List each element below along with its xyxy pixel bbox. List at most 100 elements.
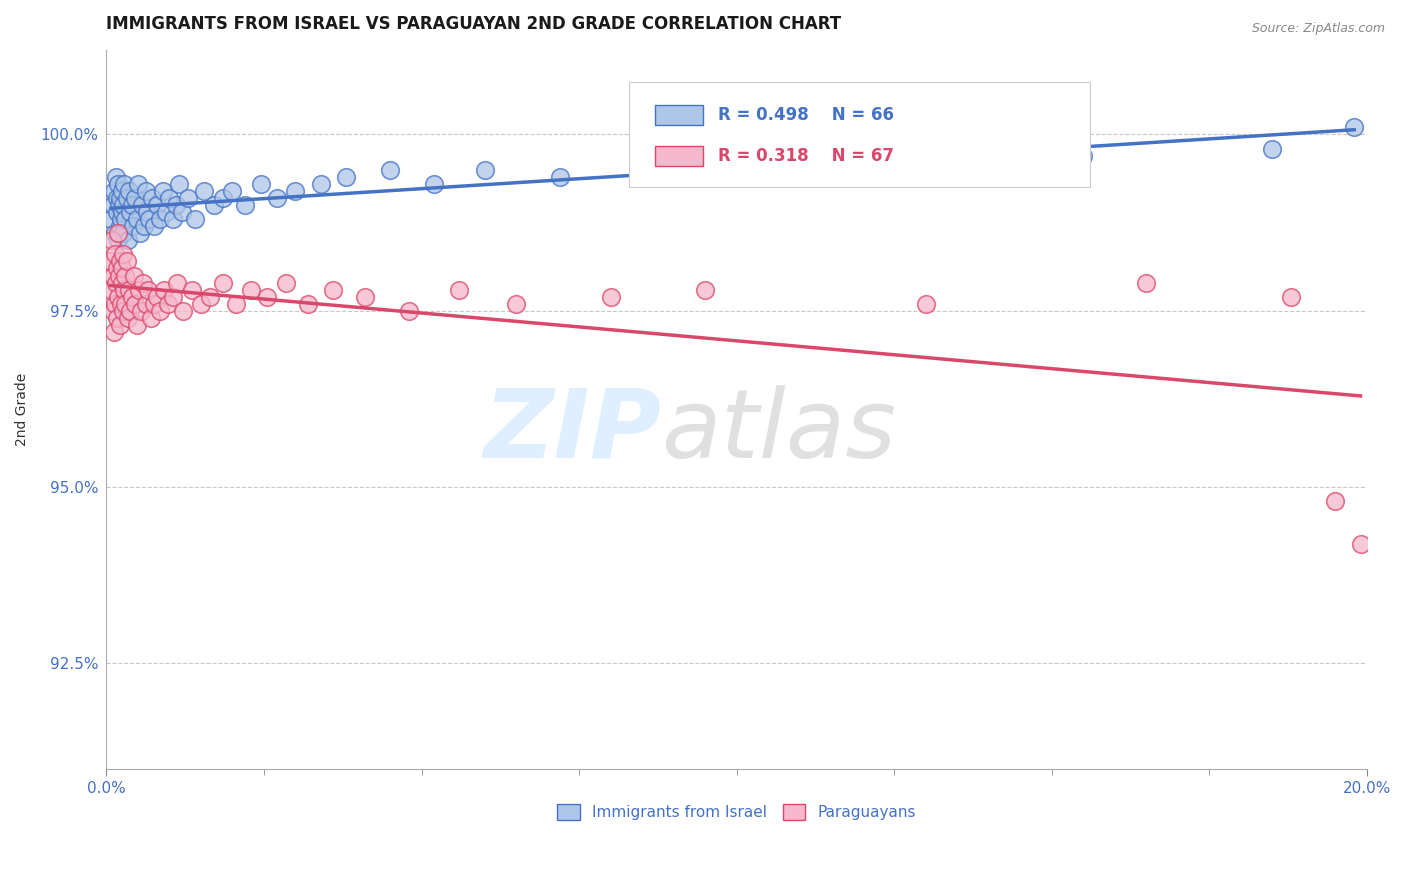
Point bbox=[124, 191, 146, 205]
Point bbox=[122, 268, 145, 283]
Point bbox=[353, 290, 375, 304]
Point bbox=[105, 205, 128, 219]
Point bbox=[122, 219, 145, 234]
Point bbox=[114, 297, 136, 311]
Point bbox=[134, 184, 156, 198]
Point bbox=[146, 198, 169, 212]
Point bbox=[101, 198, 124, 212]
Bar bbox=[655, 146, 703, 167]
Point bbox=[104, 297, 127, 311]
Point bbox=[449, 283, 471, 297]
Point bbox=[423, 177, 446, 191]
Point bbox=[266, 191, 288, 205]
Point bbox=[110, 184, 132, 198]
Point bbox=[256, 290, 278, 304]
Point bbox=[162, 212, 184, 227]
Point bbox=[1350, 536, 1372, 550]
Point bbox=[335, 169, 357, 184]
Point bbox=[117, 310, 139, 325]
Point bbox=[177, 191, 200, 205]
Point bbox=[132, 219, 155, 234]
Point bbox=[131, 198, 153, 212]
Point bbox=[111, 261, 134, 276]
Point bbox=[107, 290, 129, 304]
Point bbox=[98, 254, 121, 268]
Point bbox=[1261, 142, 1284, 156]
Point bbox=[378, 162, 401, 177]
Point bbox=[111, 303, 134, 318]
Point bbox=[143, 219, 166, 234]
Point bbox=[134, 297, 156, 311]
Point bbox=[202, 198, 225, 212]
Point bbox=[110, 191, 132, 205]
Point bbox=[108, 198, 131, 212]
Point bbox=[142, 297, 165, 311]
Point bbox=[190, 297, 212, 311]
Point bbox=[146, 290, 169, 304]
Point bbox=[128, 226, 150, 240]
Point bbox=[170, 205, 193, 219]
Point bbox=[212, 276, 235, 290]
Text: IMMIGRANTS FROM ISRAEL VS PARAGUAYAN 2ND GRADE CORRELATION CHART: IMMIGRANTS FROM ISRAEL VS PARAGUAYAN 2ND… bbox=[107, 15, 842, 33]
Point bbox=[233, 198, 256, 212]
Point bbox=[136, 205, 159, 219]
Point bbox=[112, 283, 135, 297]
Point bbox=[100, 212, 122, 227]
Point bbox=[274, 276, 297, 290]
Point bbox=[107, 226, 129, 240]
Point bbox=[107, 233, 129, 247]
Point bbox=[200, 290, 222, 304]
Point bbox=[240, 283, 263, 297]
Point bbox=[132, 276, 155, 290]
Text: Source: ZipAtlas.com: Source: ZipAtlas.com bbox=[1251, 22, 1385, 36]
Point bbox=[225, 297, 247, 311]
Legend: Immigrants from Israel, Paraguayans: Immigrants from Israel, Paraguayans bbox=[551, 798, 922, 826]
Point bbox=[120, 303, 142, 318]
Point bbox=[100, 283, 122, 297]
Point bbox=[103, 268, 125, 283]
Point bbox=[115, 191, 138, 205]
Point bbox=[125, 212, 148, 227]
Point bbox=[129, 303, 152, 318]
Point bbox=[104, 226, 127, 240]
Point bbox=[852, 162, 875, 177]
FancyBboxPatch shape bbox=[630, 82, 1090, 186]
Point bbox=[284, 184, 307, 198]
Point bbox=[121, 198, 143, 212]
Point bbox=[212, 191, 235, 205]
Point bbox=[103, 184, 125, 198]
Point bbox=[631, 155, 654, 169]
Point bbox=[309, 177, 332, 191]
Point bbox=[121, 290, 143, 304]
Point bbox=[110, 254, 132, 268]
Point bbox=[1071, 148, 1094, 162]
Point bbox=[105, 191, 128, 205]
Point bbox=[111, 205, 134, 219]
Point bbox=[105, 310, 128, 325]
Point bbox=[128, 283, 150, 297]
Point bbox=[695, 283, 717, 297]
Point bbox=[155, 205, 177, 219]
Text: R = 0.498    N = 66: R = 0.498 N = 66 bbox=[717, 105, 894, 124]
Point bbox=[159, 191, 181, 205]
Point bbox=[221, 184, 243, 198]
Point bbox=[112, 226, 135, 240]
Point bbox=[322, 283, 344, 297]
Point bbox=[104, 169, 127, 184]
Point bbox=[115, 254, 138, 268]
Point bbox=[193, 184, 215, 198]
Point bbox=[110, 212, 132, 227]
Point bbox=[398, 303, 420, 318]
Point bbox=[1324, 494, 1347, 508]
Point bbox=[166, 276, 188, 290]
Point bbox=[114, 268, 136, 283]
Point bbox=[114, 212, 136, 227]
Point bbox=[112, 177, 135, 191]
Point bbox=[162, 290, 184, 304]
Point bbox=[139, 310, 162, 325]
Point bbox=[548, 169, 571, 184]
Point bbox=[108, 219, 131, 234]
Bar bbox=[655, 105, 703, 126]
Y-axis label: 2nd Grade: 2nd Grade bbox=[15, 373, 30, 446]
Point bbox=[110, 276, 132, 290]
